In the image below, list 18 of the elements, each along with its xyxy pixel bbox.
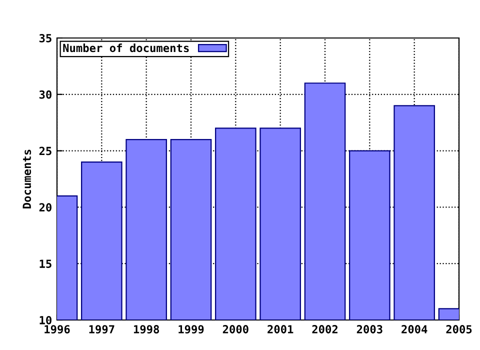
y-tick-label: 20 — [39, 203, 52, 212]
x-tick-label: 2005 — [446, 325, 472, 334]
x-tick-label: 1998 — [134, 325, 160, 334]
y-tick-label: 35 — [39, 34, 52, 42]
x-tick-label: 2001 — [268, 325, 294, 334]
legend-label: Number of documents — [63, 44, 189, 52]
x-tick-label: 1999 — [178, 325, 204, 334]
x-tick-label: 2000 — [222, 325, 248, 334]
y-axis-title: Documents — [22, 150, 32, 208]
y-tick-label: 10 — [40, 316, 52, 324]
y-tick-label: 30 — [39, 90, 52, 99]
y-tick-label: 15 — [40, 260, 52, 268]
x-tick-label: 2004 — [402, 325, 428, 334]
y-tick-label: 25 — [39, 146, 52, 156]
x-tick-label: 2003 — [356, 325, 382, 334]
x-tick-label: 1997 — [89, 325, 114, 334]
x-tick-label: 2002 — [312, 325, 338, 334]
x-tick-label: 1996 — [44, 325, 70, 334]
